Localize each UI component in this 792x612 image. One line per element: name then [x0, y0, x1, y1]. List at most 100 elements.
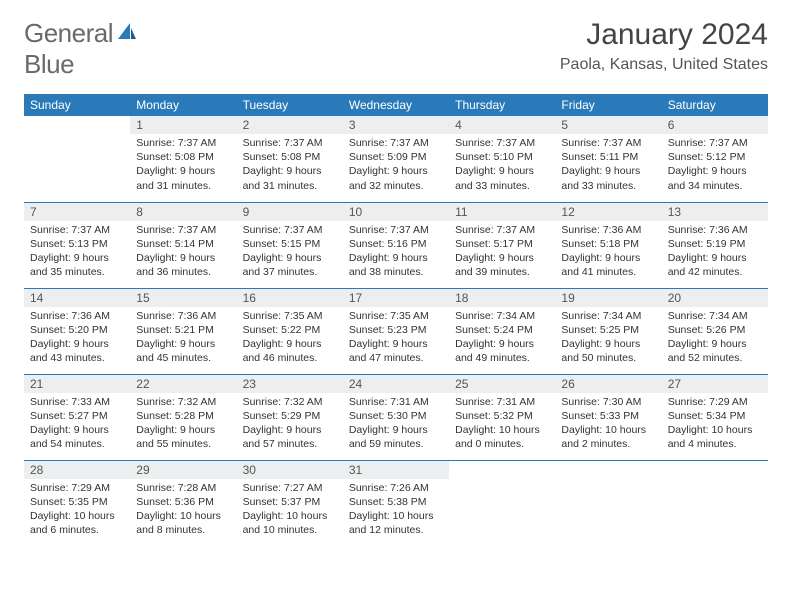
day-info-line: Daylight: 9 hours	[243, 251, 337, 265]
day-info-line: Daylight: 9 hours	[30, 423, 124, 437]
day-info-line: and 50 minutes.	[561, 351, 655, 365]
day-number: 26	[555, 375, 661, 393]
day-number: 2	[237, 116, 343, 134]
day-info: Sunrise: 7:34 AMSunset: 5:24 PMDaylight:…	[449, 307, 555, 370]
day-info-line: Daylight: 9 hours	[455, 337, 549, 351]
day-info-line: Sunrise: 7:31 AM	[455, 395, 549, 409]
day-info-line: and 31 minutes.	[136, 179, 230, 193]
day-info-line: Sunset: 5:24 PM	[455, 323, 549, 337]
calendar-day-cell: 19Sunrise: 7:34 AMSunset: 5:25 PMDayligh…	[555, 288, 661, 374]
day-info-line: Sunset: 5:34 PM	[668, 409, 762, 423]
day-info-line: Sunset: 5:23 PM	[349, 323, 443, 337]
day-info-line: Daylight: 9 hours	[136, 423, 230, 437]
day-number: 3	[343, 116, 449, 134]
day-info-line: Sunrise: 7:35 AM	[349, 309, 443, 323]
day-info-line: and 35 minutes.	[30, 265, 124, 279]
day-info-line: Sunset: 5:33 PM	[561, 409, 655, 423]
day-info-line: Daylight: 9 hours	[349, 164, 443, 178]
logo-word-2: Blue	[24, 49, 74, 79]
calendar-day-cell: 23Sunrise: 7:32 AMSunset: 5:29 PMDayligh…	[237, 374, 343, 460]
calendar-day-cell: 7Sunrise: 7:37 AMSunset: 5:13 PMDaylight…	[24, 202, 130, 288]
day-info-line: and 54 minutes.	[30, 437, 124, 451]
title-block: January 2024 Paola, Kansas, United State…	[560, 18, 768, 74]
day-number: 19	[555, 289, 661, 307]
calendar-day-cell: 6Sunrise: 7:37 AMSunset: 5:12 PMDaylight…	[662, 116, 768, 202]
day-number: 14	[24, 289, 130, 307]
day-info-line: and 45 minutes.	[136, 351, 230, 365]
day-info-line: and 32 minutes.	[349, 179, 443, 193]
day-info-line: Sunrise: 7:37 AM	[349, 136, 443, 150]
day-info-line: Daylight: 9 hours	[243, 423, 337, 437]
day-info: Sunrise: 7:37 AMSunset: 5:15 PMDaylight:…	[237, 221, 343, 284]
calendar-day-cell	[662, 460, 768, 546]
day-info-line: Sunset: 5:09 PM	[349, 150, 443, 164]
day-number: 1	[130, 116, 236, 134]
day-number: 5	[555, 116, 661, 134]
day-header-row: Sunday Monday Tuesday Wednesday Thursday…	[24, 94, 768, 116]
day-header: Wednesday	[343, 94, 449, 116]
day-info-line: Sunset: 5:16 PM	[349, 237, 443, 251]
day-info-line: Sunset: 5:17 PM	[455, 237, 549, 251]
day-info-line: and 52 minutes.	[668, 351, 762, 365]
day-info: Sunrise: 7:37 AMSunset: 5:09 PMDaylight:…	[343, 134, 449, 197]
day-info-line: and 55 minutes.	[136, 437, 230, 451]
calendar-day-cell	[24, 116, 130, 202]
calendar-day-cell: 29Sunrise: 7:28 AMSunset: 5:36 PMDayligh…	[130, 460, 236, 546]
day-info-line: Daylight: 10 hours	[668, 423, 762, 437]
day-info-line: Sunset: 5:29 PM	[243, 409, 337, 423]
day-info-line: Daylight: 10 hours	[136, 509, 230, 523]
day-info-line: and 31 minutes.	[243, 179, 337, 193]
day-info: Sunrise: 7:31 AMSunset: 5:30 PMDaylight:…	[343, 393, 449, 456]
day-info: Sunrise: 7:35 AMSunset: 5:22 PMDaylight:…	[237, 307, 343, 370]
day-info-line: Sunrise: 7:28 AM	[136, 481, 230, 495]
day-number: 17	[343, 289, 449, 307]
day-info: Sunrise: 7:28 AMSunset: 5:36 PMDaylight:…	[130, 479, 236, 542]
calendar-day-cell: 17Sunrise: 7:35 AMSunset: 5:23 PMDayligh…	[343, 288, 449, 374]
day-info-line: Sunrise: 7:26 AM	[349, 481, 443, 495]
day-info-line: Sunset: 5:08 PM	[136, 150, 230, 164]
day-info-line: and 46 minutes.	[243, 351, 337, 365]
day-info: Sunrise: 7:32 AMSunset: 5:29 PMDaylight:…	[237, 393, 343, 456]
day-info-line: Sunrise: 7:37 AM	[561, 136, 655, 150]
day-info-line: Sunrise: 7:37 AM	[243, 136, 337, 150]
day-header: Tuesday	[237, 94, 343, 116]
day-info-line: Daylight: 9 hours	[349, 251, 443, 265]
calendar-day-cell: 21Sunrise: 7:33 AMSunset: 5:27 PMDayligh…	[24, 374, 130, 460]
day-info-line: Daylight: 9 hours	[561, 251, 655, 265]
day-info-line: Sunrise: 7:29 AM	[668, 395, 762, 409]
day-info: Sunrise: 7:29 AMSunset: 5:34 PMDaylight:…	[662, 393, 768, 456]
day-number: 30	[237, 461, 343, 479]
day-info-line: Sunrise: 7:34 AM	[561, 309, 655, 323]
day-header: Saturday	[662, 94, 768, 116]
day-info-line: Sunrise: 7:36 AM	[30, 309, 124, 323]
calendar-day-cell: 30Sunrise: 7:27 AMSunset: 5:37 PMDayligh…	[237, 460, 343, 546]
day-info-line: Sunset: 5:37 PM	[243, 495, 337, 509]
calendar-day-cell: 22Sunrise: 7:32 AMSunset: 5:28 PMDayligh…	[130, 374, 236, 460]
day-number: 25	[449, 375, 555, 393]
day-info-line: and 6 minutes.	[30, 523, 124, 537]
calendar-day-cell: 20Sunrise: 7:34 AMSunset: 5:26 PMDayligh…	[662, 288, 768, 374]
day-info-line: Daylight: 9 hours	[455, 164, 549, 178]
calendar-week-row: 28Sunrise: 7:29 AMSunset: 5:35 PMDayligh…	[24, 460, 768, 546]
day-info-line: Sunset: 5:38 PM	[349, 495, 443, 509]
day-info-line: Sunrise: 7:36 AM	[136, 309, 230, 323]
day-number: 23	[237, 375, 343, 393]
day-info-line: Sunrise: 7:31 AM	[349, 395, 443, 409]
day-info-line: Daylight: 9 hours	[349, 423, 443, 437]
calendar-day-cell: 27Sunrise: 7:29 AMSunset: 5:34 PMDayligh…	[662, 374, 768, 460]
day-info-line: Daylight: 10 hours	[455, 423, 549, 437]
day-info: Sunrise: 7:37 AMSunset: 5:12 PMDaylight:…	[662, 134, 768, 197]
day-number: 20	[662, 289, 768, 307]
day-info-line: and 10 minutes.	[243, 523, 337, 537]
calendar-day-cell: 16Sunrise: 7:35 AMSunset: 5:22 PMDayligh…	[237, 288, 343, 374]
day-number: 10	[343, 203, 449, 221]
day-info-line: Daylight: 9 hours	[668, 251, 762, 265]
day-info-line: and 57 minutes.	[243, 437, 337, 451]
calendar-day-cell: 12Sunrise: 7:36 AMSunset: 5:18 PMDayligh…	[555, 202, 661, 288]
day-number: 21	[24, 375, 130, 393]
calendar-day-cell	[555, 460, 661, 546]
day-info-line: and 39 minutes.	[455, 265, 549, 279]
day-info-line: and 59 minutes.	[349, 437, 443, 451]
day-info-line: and 38 minutes.	[349, 265, 443, 279]
day-number: 12	[555, 203, 661, 221]
